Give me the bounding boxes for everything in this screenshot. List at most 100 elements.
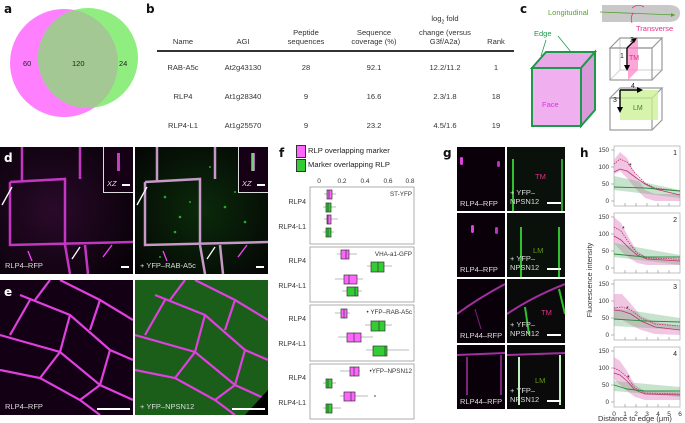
header-rule	[157, 50, 514, 52]
table-row: RLP4-L1 At1g25570 9 23.2 4.5/1.6 19	[157, 121, 514, 133]
tm-tag: TM	[535, 172, 546, 181]
ytick: 100	[598, 365, 609, 372]
cell-agi: At1g25570	[224, 121, 262, 130]
panel-e-left-caption: RLP4–RFP	[5, 402, 43, 411]
ytick: 100	[598, 231, 609, 238]
cell-name: RLP4	[173, 92, 193, 101]
xtick: 3	[645, 411, 649, 418]
caption-line1: + YFP–	[510, 188, 536, 197]
cell-peptides: 28	[301, 63, 311, 72]
panel-e-label: e	[4, 285, 13, 299]
ytick: 100	[598, 298, 609, 305]
table-row: RLP4 At1g28340 9 16.6 2.3/1.8 18	[157, 92, 514, 104]
subplot-4-number: 4	[673, 351, 677, 358]
caption-line2: NPSN12	[510, 395, 540, 404]
col-name: Name	[172, 37, 194, 46]
caption: RLP4–RFP	[460, 199, 498, 208]
panel-g-row1-right: TM + YFP– NPSN12	[507, 147, 565, 211]
row-rlp4: RLP4	[288, 258, 306, 265]
caption-line2: NPSN12	[510, 263, 540, 272]
group-rab-a5c: • YFP–RAB-A5c	[367, 309, 412, 316]
panel-d-right-caption: + YFP–RAB-A5c	[140, 261, 196, 270]
group-npsn12: •YFP–NPSN12	[370, 368, 413, 375]
cell-name: RAB-A5c	[167, 63, 199, 72]
panel-h-label: h	[580, 146, 589, 160]
xz-label: XZ	[242, 179, 252, 188]
scale-bar	[97, 408, 130, 410]
caption: RLP4–RFP	[460, 265, 498, 274]
cell-peptides: 9	[303, 92, 309, 101]
panel-d-rlp4-image: d XZ RLP4–RFP	[0, 147, 133, 274]
tick-0.2: 0.2	[337, 178, 346, 185]
cell-outline-magenta	[1, 147, 133, 274]
cell-rank: 19	[491, 121, 501, 130]
legend-label-rlp: RLP overlapping marker	[308, 146, 390, 155]
col-fold-line2: change (versus	[419, 28, 471, 37]
ytick: 50	[602, 248, 610, 255]
panel-g-row4-left: RLP44–RFP	[457, 345, 505, 409]
arrow-4-label: 4	[631, 83, 635, 90]
panel-b-label: b	[146, 2, 155, 16]
caption-line2: NPSN12	[510, 197, 540, 206]
scale-bar	[257, 184, 265, 186]
ytick: 100	[598, 164, 609, 171]
cell-geometry-diagram: Longitudinal Transverse Face Edge TM 1 2…	[529, 4, 680, 131]
xz-label: XZ	[107, 179, 117, 188]
log-text: log	[431, 14, 442, 24]
scale-bar	[547, 202, 561, 204]
tick-0: 0	[317, 178, 321, 185]
cell-fold: 2.3/1.8	[433, 92, 457, 101]
subplot-2: * 2	[610, 212, 681, 274]
longitudinal-label: Longitudinal	[548, 8, 589, 17]
xz-inset-right: XZ	[238, 147, 268, 193]
row-rlp4: RLP4	[288, 316, 306, 323]
venn-right-count: 24	[119, 59, 127, 68]
cell-fold: 4.5/1.6	[433, 121, 457, 130]
panel-g-row3-right: TM + YFP– NPSN12	[507, 279, 565, 343]
scale-bar	[121, 266, 129, 268]
tick-0.4: 0.4	[360, 178, 369, 185]
col-peptides: Peptide sequences	[275, 28, 337, 46]
panel-g-row3-left: RLP44–RFP	[457, 279, 505, 343]
row-rlp4: RLP4	[288, 375, 306, 382]
lm-tag: LM	[535, 376, 546, 385]
tm-label: TM	[629, 55, 639, 62]
scale-bar	[547, 268, 561, 270]
panel-c-label: c	[520, 2, 528, 16]
ytick: 150	[598, 348, 609, 355]
subplot-1: * 1	[610, 145, 681, 207]
panel-g-row1-left: RLP4–RFP	[457, 147, 505, 211]
ytick: 150	[598, 281, 609, 288]
ytick: 0	[605, 399, 609, 406]
panel-d-left-caption: RLP4–RFP	[5, 261, 43, 270]
col-coverage: Sequence coverage (%)	[340, 28, 408, 46]
caption: RLP44–RFP	[460, 397, 503, 406]
legend-swatch-rlp	[296, 145, 306, 158]
y-axis-label: Fluorescence intensity	[585, 242, 594, 317]
panel-d-label: d	[4, 151, 13, 165]
col-fold-change: log2 fold change (versus G3f/A2a)	[409, 14, 481, 46]
svg-text:*: *	[622, 226, 625, 233]
xtick: 4	[656, 411, 660, 418]
panel-f-label: f	[279, 146, 285, 160]
col-coverage-line2: coverage (%)	[351, 37, 397, 46]
col-peptides-line1: Peptide	[293, 28, 319, 37]
col-fold-line3: G3f/A2a)	[429, 37, 461, 46]
legend-label-marker: Marker overlapping RLP	[308, 160, 390, 169]
panel-a-label: a	[4, 2, 13, 16]
legend-swatch-marker	[296, 159, 306, 172]
cell-coverage: 16.6	[366, 92, 382, 101]
log-subscript: 2	[441, 20, 445, 26]
ytick: 150	[598, 147, 609, 154]
cell-agi: At1g28340	[224, 92, 262, 101]
panel-e-right-caption: + YFP–NPSN12	[140, 402, 195, 411]
cell-fold: 12.2/11.2	[429, 63, 461, 72]
xz-inset-left: XZ	[103, 147, 133, 193]
ytick: 0	[605, 265, 609, 272]
fluorescence-profile-charts: * 1 * 2 * 3 * 4 150 100 50 0	[585, 145, 682, 418]
xtick: 6	[678, 411, 682, 418]
tm-tag: TM	[541, 308, 552, 317]
venn-left-count: 60	[23, 59, 31, 68]
cell-outline-merge	[136, 147, 268, 274]
scale-bar	[232, 408, 265, 410]
